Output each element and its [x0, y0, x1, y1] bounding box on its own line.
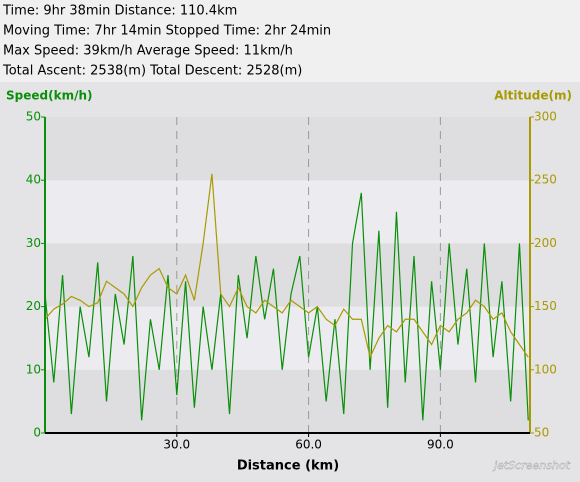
- x-axis-label: Distance (km): [237, 459, 339, 474]
- summary-panel: [0, 0, 580, 82]
- y-tick-label: 10: [26, 362, 41, 376]
- x-tick-label: 90.0: [427, 438, 454, 452]
- data-line: [44, 173, 529, 359]
- summary-line: Time: 9hr 38min Distance: 110.4km: [2, 4, 237, 19]
- summary-line: Total Ascent: 2538(m) Total Descent: 252…: [2, 64, 302, 79]
- summary-line: Max Speed: 39km/h Average Speed: 11km/h: [3, 44, 293, 59]
- watermark: jetScreenshot: [492, 459, 571, 472]
- data-line: [44, 192, 529, 421]
- summary-line: Moving Time: 7hr 14min Stopped Time: 2hr…: [3, 24, 331, 39]
- y2-tick-label: 300: [534, 110, 557, 124]
- y-tick-label: 50: [26, 110, 41, 124]
- y-tick-label: 30: [26, 236, 41, 250]
- y2-tick-label: 250: [534, 173, 557, 187]
- y2-tick-label: 150: [534, 299, 557, 313]
- y-tick-label: 40: [26, 173, 41, 187]
- y-tick-label: 0: [33, 426, 41, 440]
- y2-tick-label: 200: [534, 236, 557, 250]
- y-axis-label: Speed(km/h): [6, 89, 92, 103]
- y2-axis-label: Altitude(m): [494, 89, 572, 103]
- y2-tick-label: 100: [534, 362, 557, 376]
- plot-band: [45, 369, 530, 433]
- x-tick-label: 30.0: [163, 438, 190, 452]
- plot-band: [45, 306, 530, 370]
- x-tick-label: 60.0: [295, 438, 322, 452]
- plot-band: [45, 117, 530, 181]
- y2-tick-label: 50: [534, 426, 549, 440]
- plot-band: [45, 180, 530, 244]
- y-tick-label: 20: [26, 299, 41, 313]
- plot-band: [45, 243, 530, 307]
